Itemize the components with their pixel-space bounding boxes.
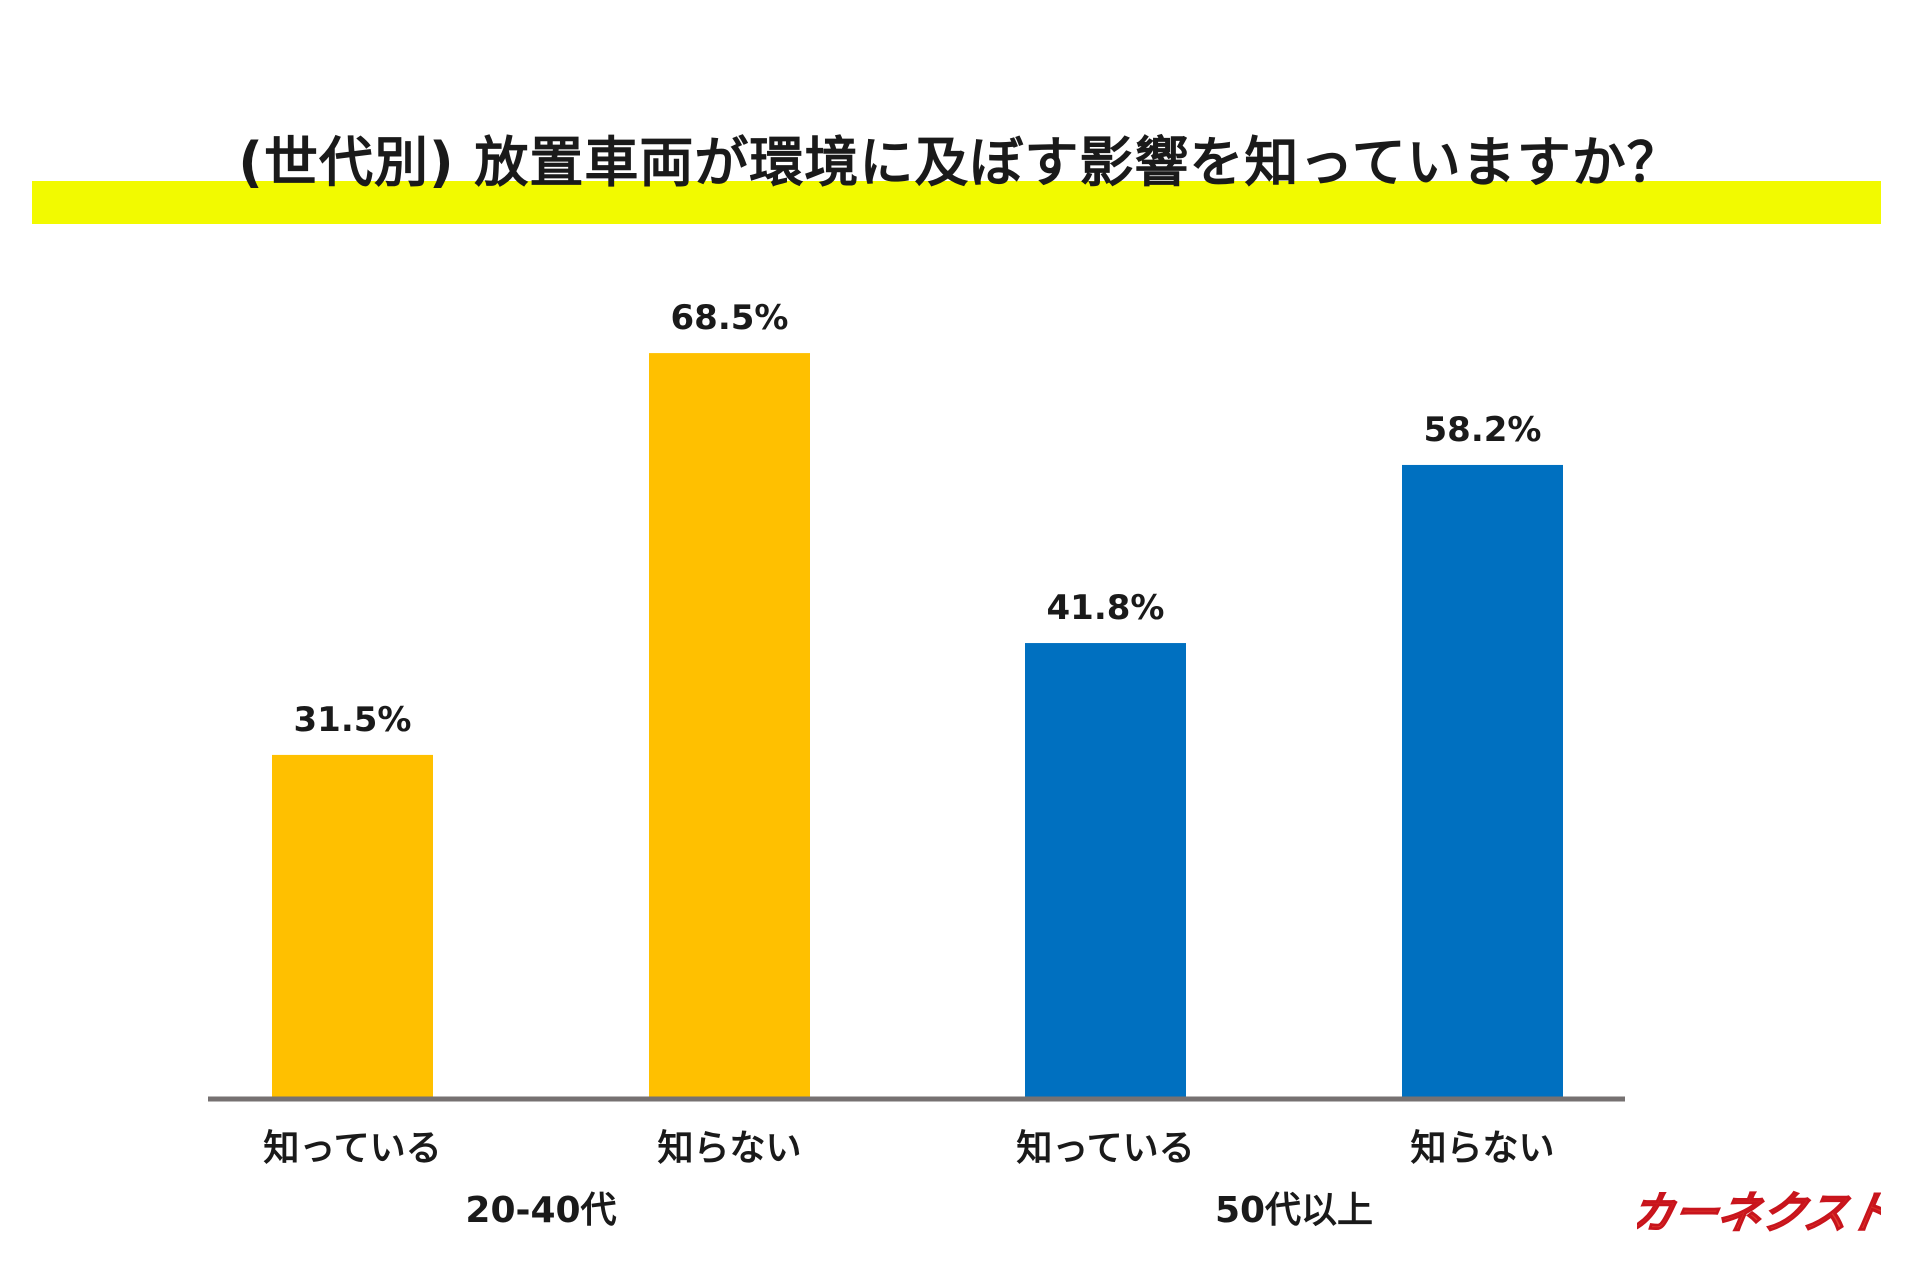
bar [1402,464,1563,1097]
bar [272,754,433,1097]
bar [649,353,810,1098]
data-label: 58.2% [1424,410,1542,450]
chart-title: (世代別) 放置車両が環境に及ぼす影響を知っていますか？ [238,131,1682,194]
category-label: 知らない [657,1128,801,1169]
data-label: 68.5% [671,298,789,338]
brand-logo: カーネクスト [1637,1188,1881,1240]
data-label: 31.5% [294,700,412,740]
bar [1025,643,1186,1097]
title-highlight-band [32,181,1881,224]
group-label: 50代以上 [1215,1190,1373,1231]
category-label: 知らない [1410,1128,1554,1169]
data-label: 41.8% [1047,588,1165,628]
brand-logo-text: カーネクスト [1637,1188,1881,1239]
category-label: 知っている [1016,1128,1194,1169]
category-label: 知っている [263,1128,441,1169]
group-label: 20-40代 [465,1190,616,1231]
